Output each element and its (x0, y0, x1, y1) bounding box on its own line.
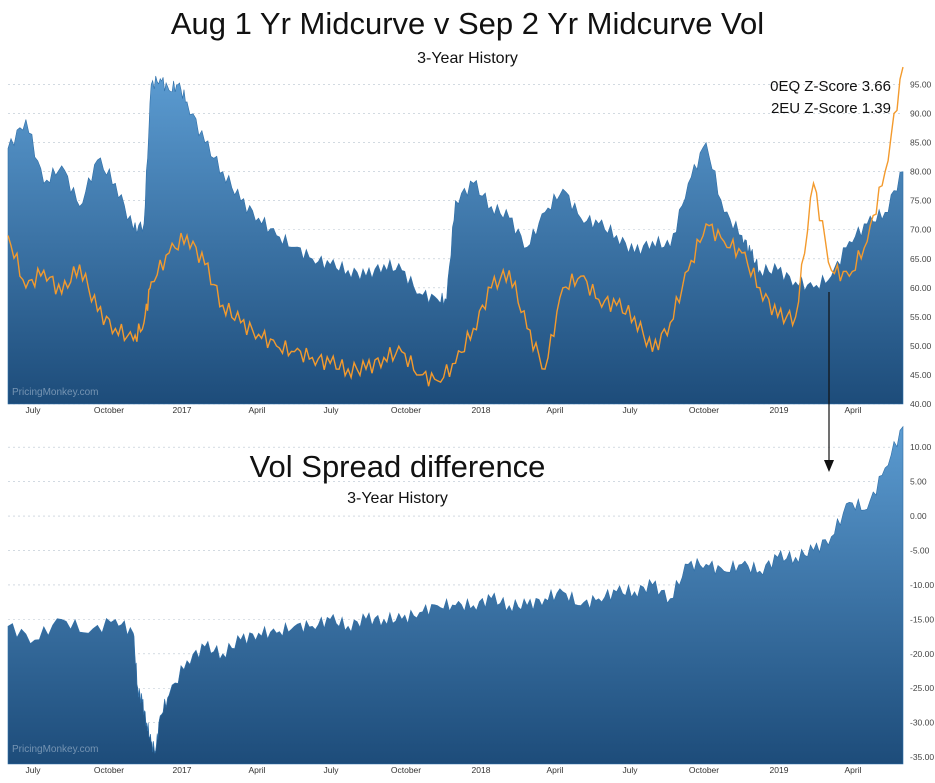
x-tick-label: July (25, 765, 41, 775)
y-tick-label: -25.00 (910, 683, 934, 693)
x-tick-label: 2019 (770, 405, 789, 415)
y-tick-label: 10.00 (910, 442, 932, 452)
x-tick-label: July (622, 405, 638, 415)
y-tick-label: 65.00 (910, 254, 932, 264)
x-tick-label: July (622, 765, 638, 775)
x-tick-label: July (323, 765, 339, 775)
y-tick-label: 75.00 (910, 196, 932, 206)
y-tick-label: -20.00 (910, 649, 934, 659)
x-tick-label: October (94, 765, 124, 775)
x-tick-label: 2018 (472, 405, 491, 415)
x-tick-label: 2019 (770, 765, 789, 775)
zscore-0eq-label: 0EQ Z-Score 3.66 (770, 78, 891, 95)
y-tick-label: 90.00 (910, 109, 932, 119)
y-tick-label: 5.00 (910, 477, 927, 487)
y-tick-label: 60.00 (910, 283, 932, 293)
bottom-subtitle: 3-Year History (347, 490, 448, 507)
y-tick-label: 45.00 (910, 370, 932, 380)
x-tick-label: July (25, 405, 41, 415)
y-tick-label: 55.00 (910, 312, 932, 322)
x-tick-label: October (94, 405, 124, 415)
x-tick-label: April (248, 765, 265, 775)
watermark-bottom: PricingMonkey.com (12, 744, 99, 755)
x-tick-label: April (844, 405, 861, 415)
x-tick-label: 2018 (472, 765, 491, 775)
y-tick-label: 95.00 (910, 80, 932, 90)
y-tick-label: 0.00 (910, 511, 927, 521)
y-tick-label: -35.00 (910, 752, 934, 762)
arrow-annotation (824, 292, 834, 472)
y-tick-label: 80.00 (910, 167, 932, 177)
x-tick-label: 2017 (173, 405, 192, 415)
x-tick-label: October (391, 765, 421, 775)
zscore-2eu-label: 2EU Z-Score 1.39 (770, 100, 891, 117)
bottom-title: Vol Spread difference (249, 449, 546, 484)
x-tick-label: April (844, 765, 861, 775)
x-tick-label: April (248, 405, 265, 415)
top-chart: 95.00 90.00 85.00 80.00 75.00 70.00 65.00 60.00… (7, 66, 932, 415)
x-tick-label: 2017 (173, 765, 192, 775)
y-tick-label: 70.00 (910, 225, 932, 235)
y-tick-label: -5.00 (910, 546, 930, 556)
y-tick-label: -15.00 (910, 614, 934, 624)
x-tick-label: April (546, 765, 563, 775)
x-tick-label: July (323, 405, 339, 415)
page-title: Aug 1 Yr Midcurve v Sep 2 Yr Midcurve Vo… (170, 6, 765, 41)
2eu-vol-line (7, 66, 904, 387)
spread-area (7, 425, 904, 765)
y-tick-label: -30.00 (910, 718, 934, 728)
oeq-vol-area (7, 75, 904, 405)
y-tick-label: 50.00 (910, 341, 932, 351)
x-tick-label: October (391, 405, 421, 415)
page-subtitle: 3-Year History (417, 50, 518, 67)
y-tick-label: 40.00 (910, 399, 932, 409)
y-tick-label: 85.00 (910, 138, 932, 148)
x-tick-label: October (689, 405, 719, 415)
y-tick-label: -10.00 (910, 580, 934, 590)
watermark-top: PricingMonkey.com (12, 387, 99, 398)
bottom-chart: 10.00 5.00 0.00 -5.00 -10.00 -15.00 -20.00 -25.… (7, 425, 934, 775)
x-tick-label: October (689, 765, 719, 775)
x-tick-label: April (546, 405, 563, 415)
